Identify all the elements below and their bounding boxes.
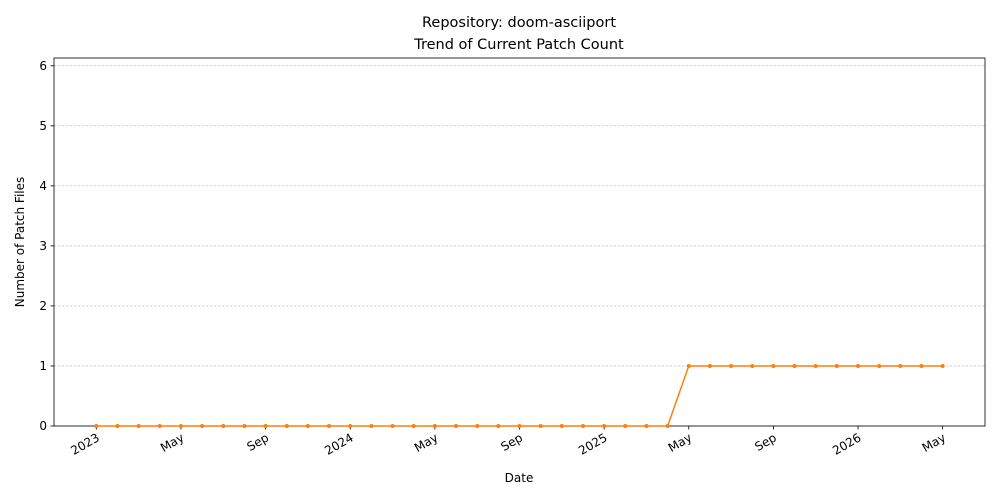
x-axis-label: Date bbox=[505, 471, 534, 485]
y-tick-label: 6 bbox=[39, 59, 47, 73]
data-point bbox=[369, 424, 374, 428]
y-tick-label: 1 bbox=[39, 359, 47, 373]
data-point bbox=[792, 363, 797, 368]
x-tick-label: 2026 bbox=[830, 430, 863, 457]
y-tick-label: 2 bbox=[39, 299, 47, 313]
x-tick-label: 2024 bbox=[322, 430, 355, 457]
y-tick-label: 0 bbox=[39, 419, 47, 433]
data-point bbox=[200, 424, 205, 428]
data-point bbox=[432, 424, 437, 428]
data-point bbox=[348, 424, 353, 428]
data-point bbox=[496, 424, 501, 428]
data-point bbox=[263, 424, 268, 428]
data-point bbox=[813, 363, 818, 368]
data-point bbox=[686, 363, 691, 368]
data-point bbox=[644, 424, 649, 428]
y-tick-label: 3 bbox=[39, 239, 47, 253]
data-point bbox=[877, 363, 882, 368]
y-tick-label: 5 bbox=[39, 119, 47, 133]
data-point bbox=[411, 424, 416, 428]
y-axis-label: Number of Patch Files bbox=[13, 177, 27, 308]
data-point bbox=[602, 424, 607, 428]
data-point bbox=[707, 363, 712, 368]
data-point bbox=[729, 363, 734, 368]
data-point bbox=[559, 424, 564, 428]
data-point bbox=[284, 424, 289, 428]
data-point bbox=[390, 424, 395, 428]
x-tick-label: 2023 bbox=[68, 430, 101, 457]
data-point bbox=[115, 424, 120, 428]
data-point bbox=[856, 363, 861, 368]
x-tick-label: May bbox=[158, 430, 186, 455]
x-tick-label: May bbox=[920, 430, 948, 455]
data-point bbox=[94, 424, 99, 428]
x-tick-label: Sep bbox=[244, 430, 271, 453]
data-point bbox=[157, 424, 162, 428]
data-point bbox=[834, 363, 839, 368]
x-tick-label: 2025 bbox=[576, 430, 609, 457]
chart-subtitle: Trend of Current Patch Count bbox=[413, 37, 624, 53]
x-tick-label: May bbox=[412, 430, 440, 455]
data-point bbox=[750, 363, 755, 368]
data-point bbox=[221, 424, 226, 428]
data-point bbox=[242, 424, 247, 428]
plot-frame bbox=[53, 57, 986, 427]
data-point bbox=[940, 363, 945, 368]
data-point bbox=[898, 363, 903, 368]
data-point bbox=[178, 424, 183, 428]
data-point bbox=[538, 424, 543, 428]
x-tick-label: May bbox=[666, 430, 694, 455]
data-point bbox=[327, 424, 332, 428]
data-point bbox=[305, 424, 310, 428]
data-point bbox=[580, 424, 585, 428]
data-point bbox=[665, 424, 670, 428]
chart-title: Repository: doom-asciiport bbox=[422, 15, 616, 31]
data-point bbox=[475, 424, 480, 428]
data-point bbox=[136, 424, 141, 428]
data-point bbox=[771, 363, 776, 368]
y-tick-label: 4 bbox=[39, 179, 47, 193]
data-line bbox=[96, 365, 943, 427]
data-point bbox=[517, 424, 522, 428]
x-tick-label: Sep bbox=[752, 430, 779, 453]
data-point bbox=[919, 363, 924, 368]
data-point bbox=[454, 424, 459, 428]
x-tick-label: Sep bbox=[498, 430, 525, 453]
data-point bbox=[623, 424, 628, 428]
